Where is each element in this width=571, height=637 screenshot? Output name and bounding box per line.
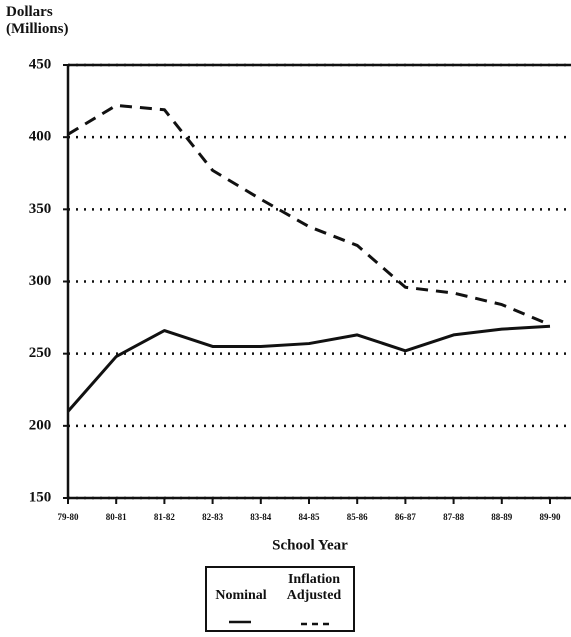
y-tick-label: 350	[29, 201, 52, 217]
x-axis-label: School Year	[272, 537, 348, 553]
x-tick-label: 88-89	[491, 512, 512, 522]
legend-label: Inflation Adjusted	[286, 572, 342, 603]
x-tick-label: 85-86	[347, 512, 368, 522]
legend: Nominal Inflation Adjusted	[205, 566, 355, 632]
x-tick-label: 79-80	[58, 512, 79, 522]
x-tick-label: 83-84	[250, 512, 271, 522]
x-tick-label: 82-83	[202, 512, 223, 522]
y-tick-label: 250	[29, 345, 52, 361]
x-tick-label: 81-82	[154, 512, 175, 522]
x-tick-label: 89-90	[540, 512, 561, 522]
y-tick-label: 300	[29, 273, 52, 289]
x-tick-label: 86-87	[395, 512, 416, 522]
series-line	[67, 103, 551, 327]
y-axis-label: Dollars (Millions)	[6, 4, 69, 37]
y-tick-label: 400	[29, 129, 52, 145]
legend-swatches	[229, 620, 329, 626]
x-tick-label: 87-88	[443, 512, 464, 522]
y-tick-label: 450	[29, 56, 52, 72]
x-tick-label: 84-85	[299, 512, 320, 522]
y-tick-label: 150	[29, 489, 52, 505]
legend-label: Nominal	[215, 588, 267, 603]
x-tick-label: 80-81	[106, 512, 127, 522]
y-tick-label: 200	[29, 417, 52, 433]
series-line	[66, 324, 551, 413]
